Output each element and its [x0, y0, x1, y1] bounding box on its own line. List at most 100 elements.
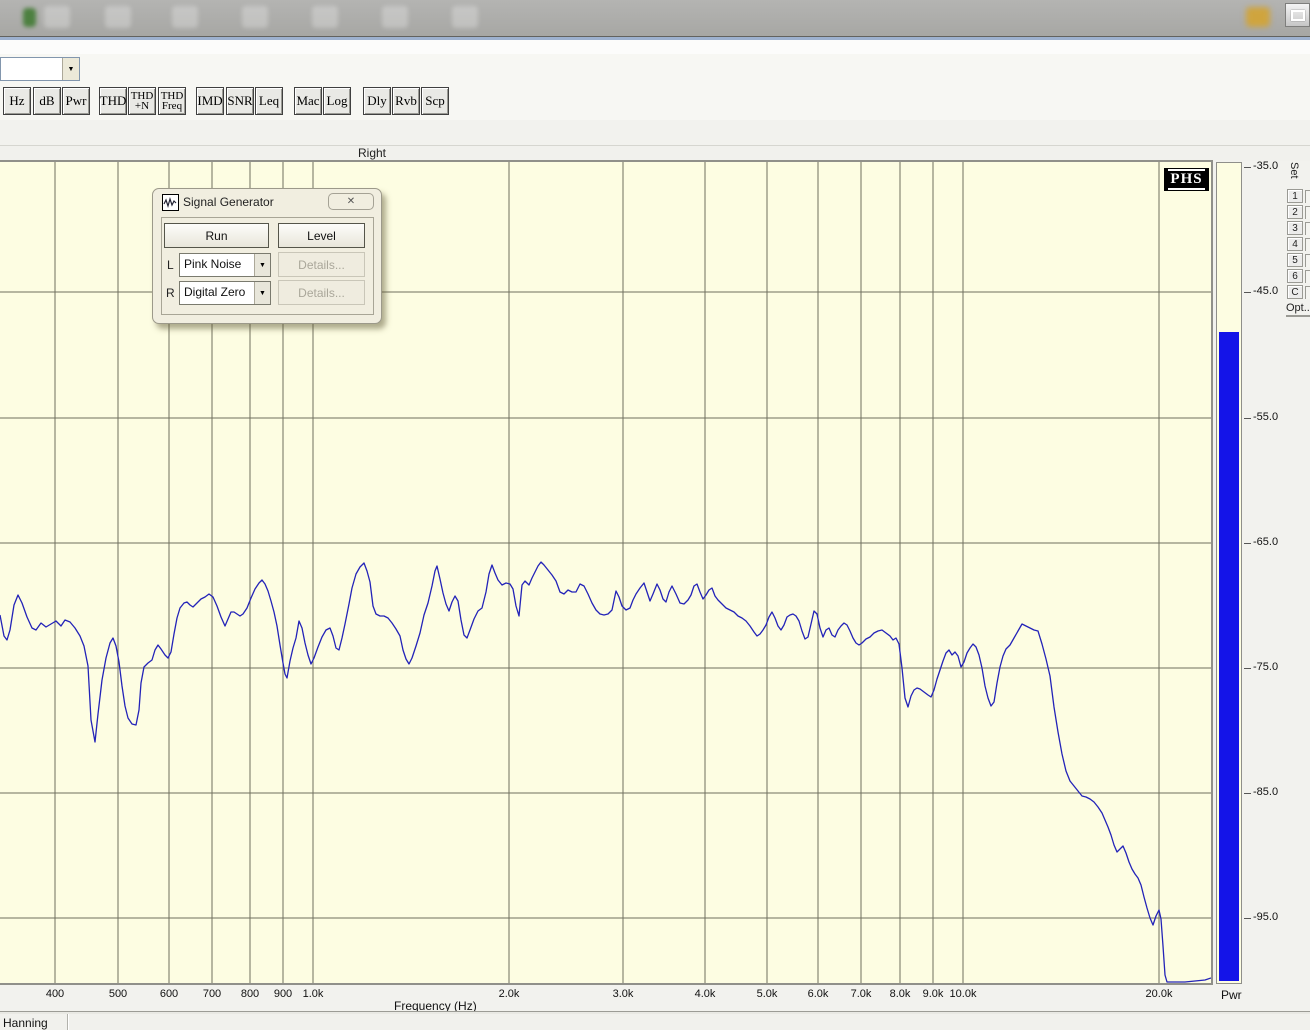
- combobox-value: [1, 58, 62, 80]
- y-axis-label: -95.0: [1253, 911, 1279, 923]
- preset-button-1[interactable]: 1: [1287, 189, 1303, 203]
- x-axis-label: 2.0k: [498, 988, 520, 1000]
- preset-button-5[interactable]: 5: [1287, 253, 1303, 267]
- left-signal-select[interactable]: Pink Noise ▼: [179, 253, 271, 277]
- chevron-down-icon[interactable]: ▼: [62, 58, 79, 80]
- toolbar-button-hz[interactable]: Hz: [3, 87, 31, 115]
- toolbar-button-leq[interactable]: Leq: [255, 87, 283, 115]
- toolbar-button-rvb[interactable]: Rvb: [392, 87, 420, 115]
- window-function-status: Hanning: [3, 1016, 48, 1030]
- y-axis-label: -45.0: [1253, 285, 1279, 297]
- set-column-label: Set: [1288, 162, 1300, 179]
- x-axis-label: 8.0k: [889, 988, 911, 1000]
- y-axis-label: -85.0: [1253, 786, 1279, 798]
- preset-secondary-partial: [1305, 270, 1310, 283]
- x-axis-label: 500: [108, 988, 128, 1000]
- spectrum-curve-right: [0, 561, 1211, 983]
- x-axis-label: 6.0k: [807, 988, 829, 1000]
- plot-border: [0, 983, 1213, 985]
- preset-button-3[interactable]: 3: [1287, 221, 1303, 235]
- y-axis-label: -35.0: [1253, 160, 1279, 172]
- window-border: [0, 37, 1310, 40]
- toolbar-button-thd+n[interactable]: THD +N: [128, 87, 156, 115]
- preset-secondary-partial: [1305, 222, 1310, 235]
- blurred-app-icon: [23, 8, 36, 27]
- graph-channel-title: Right: [358, 146, 387, 160]
- toolbar-button-thdfreq[interactable]: THD Freq: [158, 87, 186, 115]
- x-axis-label: 900: [273, 988, 293, 1000]
- y-axis-tick: [1244, 167, 1251, 168]
- toolbar-button-pwr[interactable]: Pwr: [62, 87, 90, 115]
- x-axis-label: 9.0k: [922, 988, 944, 1000]
- x-axis-label: 400: [45, 988, 65, 1000]
- menu-strip: [0, 40, 1310, 55]
- close-icon[interactable]: ✕: [328, 193, 374, 210]
- run-button[interactable]: Run: [164, 223, 269, 248]
- power-meter: [1216, 162, 1242, 984]
- dialog-title: Signal Generator: [183, 195, 274, 209]
- x-axis-label: 10.0k: [949, 988, 977, 1000]
- blurred-toolbar-icon: [172, 6, 198, 28]
- y-axis-tick: [1244, 918, 1251, 919]
- graph-header: [0, 145, 1310, 161]
- measurement-toolbar: Hz dB Pwr THD THD +N THD Freq IMD SNR Leq Mac Log D…: [0, 84, 1310, 121]
- combo-row: ▼: [0, 54, 1310, 84]
- preset-secondary-partial: [1305, 238, 1310, 251]
- phs-badge: PHS: [1164, 168, 1209, 191]
- chevron-down-icon[interactable]: ▼: [254, 254, 270, 276]
- power-meter-label: Pwr: [1221, 988, 1242, 1002]
- background-title-strip: [0, 0, 1310, 37]
- right-signal-value: Digital Zero: [184, 285, 246, 299]
- blurred-toolbar-icon: [382, 6, 408, 28]
- preset-secondary-partial: [1305, 190, 1310, 203]
- x-axis-title: Frequency (Hz): [394, 999, 477, 1013]
- status-bar: Hanning: [0, 1014, 1310, 1030]
- toolbar-button-db[interactable]: dB: [33, 87, 61, 115]
- toolbar-button-dly[interactable]: Dly: [363, 87, 391, 115]
- y-axis-label: -65.0: [1253, 536, 1279, 548]
- restore-icon: [1290, 9, 1305, 21]
- blurred-toolbar-icon: [44, 6, 70, 28]
- options-button[interactable]: Opt...: [1286, 301, 1310, 317]
- y-axis-tick: [1244, 668, 1251, 669]
- x-axis-label: 700: [202, 988, 222, 1000]
- spacer-band: [0, 120, 1310, 145]
- preset-combobox[interactable]: ▼: [0, 57, 80, 81]
- x-axis-label: 4.0k: [694, 988, 716, 1000]
- preset-secondary-partial: [1305, 206, 1310, 219]
- preset-button-c[interactable]: C: [1287, 285, 1303, 299]
- toolbar-button-thd[interactable]: THD: [99, 87, 127, 115]
- y-axis-tick: [1244, 543, 1251, 544]
- left-signal-value: Pink Noise: [184, 257, 242, 271]
- blurred-toolbar-icon: [452, 6, 478, 28]
- blurred-toolbar-icon: [105, 6, 131, 28]
- blurred-toolbar-icon: [1246, 7, 1270, 27]
- toolbar-button-imd[interactable]: IMD: [196, 87, 224, 115]
- chevron-down-icon[interactable]: ▼: [254, 282, 270, 304]
- right-signal-select[interactable]: Digital Zero ▼: [179, 281, 271, 305]
- power-meter-fill: [1219, 332, 1239, 981]
- toolbar-button-mac[interactable]: Mac: [294, 87, 322, 115]
- x-axis-label: 600: [159, 988, 179, 1000]
- preset-button-4[interactable]: 4: [1287, 237, 1303, 251]
- toolbar-button-snr[interactable]: SNR: [226, 87, 254, 115]
- preset-secondary-partial: [1305, 254, 1310, 267]
- signal-generator-dialog: Signal Generator ✕ Run Level L Pink Nois…: [152, 188, 382, 324]
- toolbar-button-scp[interactable]: Scp: [421, 87, 449, 115]
- preset-secondary-partial: [1305, 286, 1310, 299]
- right-details-button[interactable]: Details...: [278, 280, 365, 305]
- level-button[interactable]: Level: [278, 223, 365, 248]
- preset-button-6[interactable]: 6: [1287, 269, 1303, 283]
- y-axis-tick: [1244, 418, 1251, 419]
- left-details-button[interactable]: Details...: [278, 252, 365, 277]
- x-axis-label: 5.0k: [756, 988, 778, 1000]
- toolbar-button-log[interactable]: Log: [323, 87, 351, 115]
- x-axis-label: 20.0k: [1145, 988, 1173, 1000]
- x-axis-label: 7.0k: [850, 988, 872, 1000]
- generator-group-box: [161, 217, 374, 315]
- x-axis-label: 3.0k: [612, 988, 634, 1000]
- plot-border: [0, 160, 1213, 162]
- window-restore-button[interactable]: [1285, 3, 1310, 27]
- blurred-toolbar-icon: [312, 6, 338, 28]
- preset-button-2[interactable]: 2: [1287, 205, 1303, 219]
